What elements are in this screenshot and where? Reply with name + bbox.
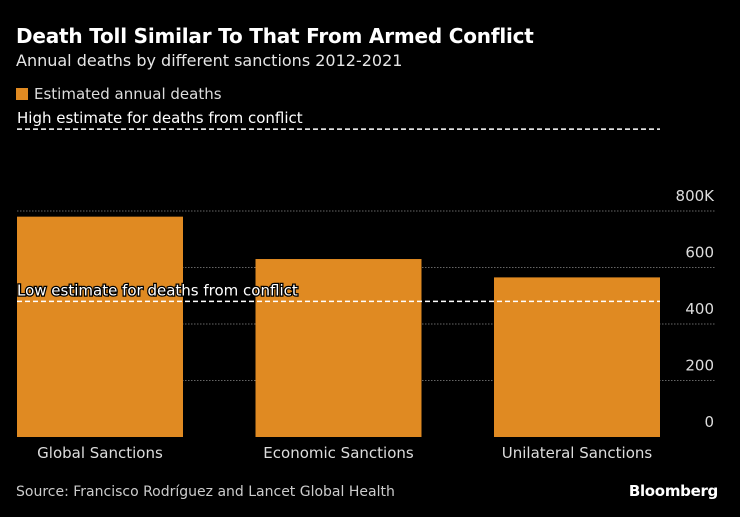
y-tick-label: 600 xyxy=(685,244,714,262)
x-tick-label: Global Sanctions xyxy=(37,444,163,462)
chart-subtitle: Annual deaths by different sanctions 201… xyxy=(16,51,403,70)
y-tick-label: 400 xyxy=(685,300,714,318)
reference-line-label: High estimate for deaths from conflict xyxy=(17,109,303,127)
bloomberg-logo: Bloomberg xyxy=(628,482,718,500)
chart-title: Death Toll Similar To That From Armed Co… xyxy=(16,24,534,48)
bar-economic-sanctions xyxy=(255,259,422,437)
reference-line-label: Low estimate for deaths from conflict xyxy=(17,281,298,299)
y-tick-label: 800K xyxy=(676,187,716,205)
x-tick-label: Unilateral Sanctions xyxy=(502,444,653,462)
x-tick-label: Economic Sanctions xyxy=(263,444,414,462)
bar-unilateral-sanctions xyxy=(494,277,660,437)
legend-swatch xyxy=(16,88,28,100)
y-tick-label: 0 xyxy=(704,413,714,431)
bar-global-sanctions xyxy=(17,216,183,437)
source-note: Source: Francisco Rodríguez and Lancet G… xyxy=(16,484,395,500)
y-tick-label: 200 xyxy=(685,357,714,375)
legend-label: Estimated annual deaths xyxy=(34,85,222,103)
legend: Estimated annual deaths xyxy=(16,85,222,103)
